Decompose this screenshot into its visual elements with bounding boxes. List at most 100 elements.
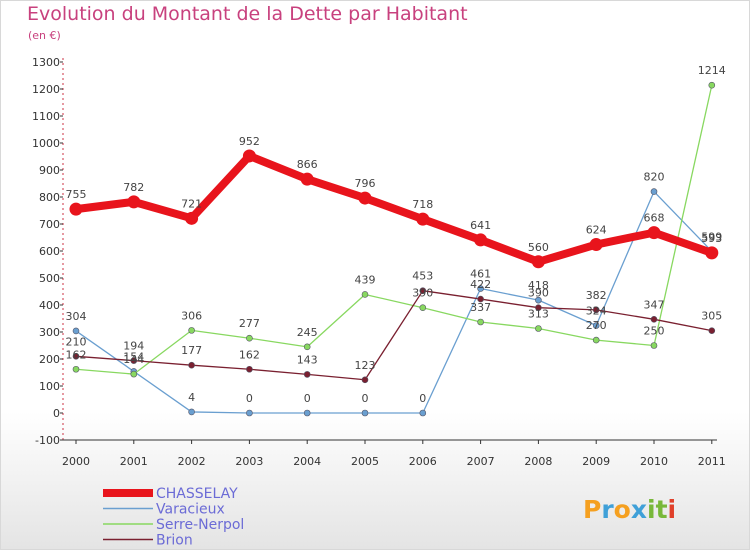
- x-tick-label: 2007: [467, 455, 495, 468]
- data-point: [246, 365, 253, 373]
- data-label: 324: [586, 305, 607, 318]
- data-point: [650, 188, 658, 195]
- data-point: [242, 149, 256, 163]
- x-tick-label: 2006: [409, 455, 437, 468]
- data-point: [592, 336, 600, 344]
- data-label: 123: [355, 359, 376, 372]
- data-label: 390: [412, 287, 433, 300]
- logo-letter: o: [614, 495, 631, 524]
- data-label: 210: [66, 335, 87, 348]
- data-point: [650, 316, 658, 323]
- logo-letter: P: [583, 495, 601, 524]
- data-point: [589, 238, 603, 252]
- legend-entry: CHASSELAY: [156, 486, 238, 502]
- data-point: [130, 370, 138, 378]
- x-tick-label: 2003: [235, 455, 263, 468]
- data-point: [592, 322, 600, 329]
- data-label: 337: [470, 301, 491, 314]
- y-tick-label: -100: [35, 434, 60, 447]
- y-tick-label: 400: [39, 299, 60, 312]
- y-tick-label: 1000: [32, 137, 60, 150]
- data-label: 641: [470, 219, 491, 232]
- series-line: [75, 151, 714, 266]
- logo-text: Proxiti: [583, 495, 676, 524]
- data-label: 313: [528, 307, 549, 320]
- data-point: [708, 81, 716, 89]
- data-label: 162: [66, 348, 87, 361]
- data-label: 4: [188, 391, 195, 404]
- data-label: 599: [701, 230, 722, 243]
- data-point: [535, 296, 542, 304]
- x-tick-label: 2010: [640, 455, 668, 468]
- data-label: 820: [644, 171, 665, 184]
- legend-entry: Brion: [156, 533, 193, 549]
- data-point: [188, 327, 195, 334]
- labels-serre-nerpol: 162 144 306 277 245 439 390 337 313 270 250 1214: [66, 64, 726, 366]
- data-label: 177: [181, 344, 202, 357]
- data-label: 782: [123, 181, 144, 194]
- data-labels: 7557827219528667967186415606246685933041…: [66, 64, 726, 405]
- series-line: [75, 85, 713, 375]
- data-label: 0: [304, 392, 311, 405]
- data-point: [69, 202, 83, 216]
- x-tick-label: 2008: [524, 455, 552, 468]
- data-point: [188, 408, 195, 416]
- data-label: 593: [701, 232, 722, 245]
- data-point: [72, 327, 80, 335]
- data-label: 245: [297, 326, 318, 339]
- x-tick-label: 2005: [351, 455, 379, 468]
- data-label: 668: [644, 212, 665, 225]
- data-point: [361, 376, 369, 384]
- logo-letter: i: [668, 495, 677, 524]
- data-label: 270: [586, 319, 607, 332]
- data-point: [303, 343, 311, 351]
- labels-varacieux: 304 154 4 0 0 0 0 461 418 324 820 599: [66, 171, 723, 405]
- logo-letter: i: [647, 495, 656, 524]
- data-label: 277: [239, 317, 260, 330]
- data-point: [419, 287, 427, 294]
- y-tick-label: 0: [53, 407, 60, 420]
- data-point: [358, 191, 372, 205]
- data-label: 382: [586, 289, 607, 302]
- axes: -100010020030040050060070080090010001100…: [32, 56, 726, 468]
- x-tick-label: 2002: [178, 455, 206, 468]
- labels-chasselay: 755 782 721 952 866 796 718 641 560 624 668 593: [66, 135, 723, 254]
- data-label: 755: [66, 188, 87, 201]
- y-tick-label: 700: [39, 218, 60, 231]
- y-tick-label: 100: [39, 380, 60, 393]
- data-label: 624: [586, 224, 607, 237]
- data-label: 0: [246, 392, 253, 405]
- data-point: [361, 291, 369, 298]
- data-label: 194: [123, 340, 144, 353]
- series-brion: [72, 287, 716, 384]
- data-label: 0: [362, 392, 369, 405]
- data-label: 439: [355, 273, 376, 286]
- data-label: 461: [470, 268, 491, 281]
- data-point: [592, 306, 600, 314]
- logo-letter: t: [656, 495, 668, 524]
- x-tick-label: 2000: [62, 455, 90, 468]
- data-label: 162: [239, 348, 260, 361]
- data-label: 306: [181, 309, 202, 322]
- chart-subtitle: (en €): [28, 29, 61, 42]
- chart-title: Evolution du Montant de la Dette par Hab…: [27, 3, 468, 25]
- data-point: [708, 327, 716, 334]
- data-point: [130, 357, 138, 364]
- data-point: [361, 409, 369, 417]
- y-tick-label: 900: [39, 164, 60, 177]
- data-label: 560: [528, 241, 549, 254]
- data-point: [419, 304, 427, 312]
- data-point: [477, 318, 484, 326]
- x-tick-label: 2004: [293, 455, 321, 468]
- data-label: 796: [355, 177, 376, 190]
- data-point: [300, 172, 314, 186]
- data-point: [246, 334, 253, 342]
- y-tick-label: 500: [39, 272, 60, 285]
- x-tick-label: 2009: [582, 455, 610, 468]
- data-point: [477, 295, 484, 303]
- data-point: [705, 246, 719, 260]
- series-layer: [69, 81, 719, 417]
- data-point: [246, 409, 253, 417]
